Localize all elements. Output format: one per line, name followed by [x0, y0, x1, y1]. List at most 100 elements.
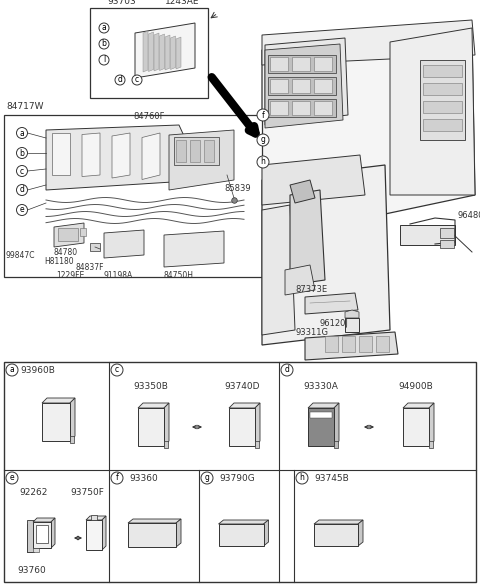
Polygon shape: [70, 398, 75, 441]
Text: f: f: [116, 473, 119, 482]
Text: 87373E: 87373E: [295, 285, 327, 294]
Bar: [423, 119, 462, 131]
Bar: [359, 336, 372, 352]
Bar: [308, 408, 334, 446]
Polygon shape: [290, 180, 315, 203]
Text: c: c: [115, 366, 119, 374]
Bar: [270, 101, 288, 115]
Bar: [270, 79, 288, 93]
Bar: [204, 140, 214, 162]
Polygon shape: [176, 519, 181, 547]
Polygon shape: [159, 34, 165, 70]
Text: 93745B: 93745B: [314, 474, 349, 483]
Polygon shape: [255, 441, 259, 448]
Bar: [403, 408, 429, 446]
Circle shape: [16, 185, 27, 196]
Polygon shape: [265, 44, 343, 128]
Polygon shape: [265, 38, 348, 125]
Polygon shape: [308, 403, 339, 408]
Polygon shape: [262, 165, 390, 345]
Circle shape: [296, 472, 308, 484]
Text: 84717W: 84717W: [6, 102, 44, 111]
Polygon shape: [285, 265, 315, 295]
Polygon shape: [305, 332, 398, 360]
Polygon shape: [148, 32, 154, 71]
Circle shape: [257, 134, 269, 146]
Bar: [218, 524, 264, 546]
Circle shape: [257, 109, 269, 121]
Bar: [292, 57, 310, 71]
Text: 84760F: 84760F: [133, 112, 165, 121]
Polygon shape: [390, 28, 475, 195]
Bar: [90, 243, 100, 251]
Polygon shape: [262, 205, 295, 335]
Circle shape: [16, 128, 27, 138]
Bar: [33, 548, 39, 552]
Bar: [190, 140, 200, 162]
Text: d: d: [118, 76, 122, 84]
Polygon shape: [176, 37, 181, 69]
Polygon shape: [154, 33, 159, 71]
Circle shape: [257, 156, 269, 168]
Bar: [4, 362, 476, 582]
Polygon shape: [290, 190, 325, 285]
Polygon shape: [403, 403, 434, 408]
Polygon shape: [262, 35, 475, 240]
Polygon shape: [170, 36, 176, 70]
Text: a: a: [10, 366, 14, 374]
Polygon shape: [255, 403, 260, 446]
Polygon shape: [104, 230, 144, 258]
Text: 99847C: 99847C: [6, 251, 36, 260]
Circle shape: [6, 472, 18, 484]
Circle shape: [111, 364, 123, 376]
Polygon shape: [164, 403, 169, 446]
Text: 91198A: 91198A: [104, 271, 133, 280]
Text: f: f: [262, 111, 264, 120]
Text: 93311G: 93311G: [295, 328, 328, 337]
Bar: [400, 225, 455, 245]
Bar: [423, 101, 462, 113]
Bar: [314, 57, 332, 71]
Text: 96480A: 96480A: [458, 211, 480, 220]
Bar: [128, 523, 176, 547]
Text: e: e: [10, 473, 14, 482]
Text: 84837F: 84837F: [76, 263, 105, 272]
Text: a: a: [102, 23, 107, 32]
Bar: [376, 336, 389, 352]
Text: g: g: [261, 135, 265, 145]
Bar: [314, 101, 332, 115]
Circle shape: [16, 205, 27, 216]
Bar: [268, 77, 336, 95]
Polygon shape: [305, 293, 358, 314]
Text: 93760: 93760: [18, 566, 47, 575]
Circle shape: [16, 148, 27, 158]
Text: 93360: 93360: [129, 474, 158, 483]
Text: 93750F: 93750F: [70, 488, 104, 497]
Polygon shape: [264, 520, 268, 546]
Text: 93350B: 93350B: [133, 382, 168, 391]
Polygon shape: [46, 125, 204, 190]
Polygon shape: [429, 403, 434, 446]
Bar: [270, 57, 288, 71]
Text: 84780: 84780: [54, 248, 78, 257]
Bar: [440, 240, 454, 248]
Bar: [138, 408, 164, 446]
Polygon shape: [143, 31, 148, 72]
Circle shape: [6, 364, 18, 376]
Circle shape: [16, 165, 27, 176]
Bar: [33, 522, 51, 548]
Text: h: h: [300, 473, 304, 482]
Bar: [314, 524, 358, 546]
Bar: [325, 336, 338, 352]
Text: c: c: [135, 76, 139, 84]
Polygon shape: [262, 155, 365, 205]
Bar: [292, 101, 310, 115]
Text: l: l: [103, 56, 105, 64]
Polygon shape: [358, 520, 363, 546]
Bar: [58, 228, 78, 241]
Bar: [27, 520, 34, 552]
Text: H81180: H81180: [44, 257, 73, 266]
Polygon shape: [112, 133, 130, 178]
Text: 96120J: 96120J: [320, 319, 349, 328]
Polygon shape: [102, 516, 106, 550]
